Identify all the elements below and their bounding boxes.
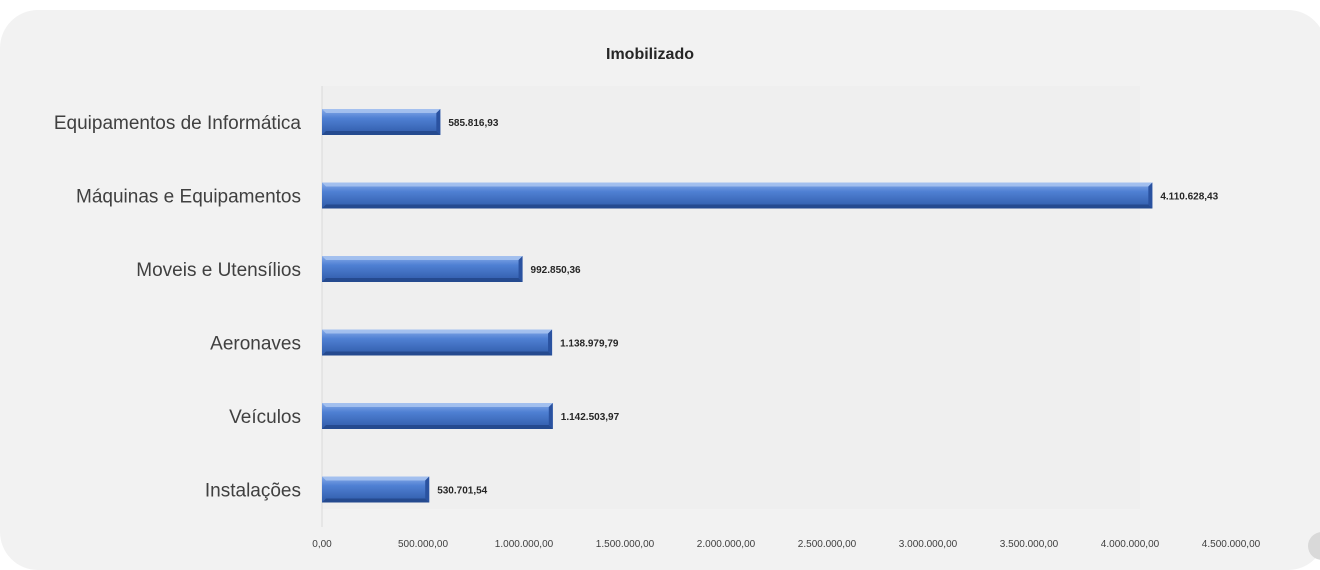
bar-chart: Equipamentos de Informática Máquinas e Eq…: [54, 86, 1261, 550]
category-label: Equipamentos de Informática: [54, 113, 302, 134]
x-tick-label: 500.000,00: [398, 539, 448, 550]
bar-bevel-top: [322, 182, 1153, 187]
bar-6: [322, 476, 430, 503]
bar-bevel-top: [322, 476, 430, 481]
bar-bevel-right: [436, 109, 441, 135]
category-label: Instalações: [205, 481, 301, 502]
value-label: 1.138.979,79: [560, 339, 619, 350]
value-label: 530.701,54: [437, 486, 487, 497]
bar-body: [322, 403, 553, 429]
bar-body: [322, 109, 441, 135]
value-label: 1.142.503,97: [561, 412, 620, 423]
bar-bevel-bottom: [322, 498, 430, 503]
category-label: Veículos: [229, 407, 301, 428]
bar-bevel-top: [322, 329, 553, 334]
x-tick-label: 4.500.000,00: [1202, 539, 1261, 550]
chart-title: Imobilizado: [606, 46, 694, 63]
bar-2: [322, 182, 1153, 209]
bar-bevel-bottom: [322, 131, 441, 135]
category-label: Aeronaves: [210, 334, 301, 355]
bar-3: [322, 256, 523, 282]
bar-5: [322, 403, 553, 429]
bar-bevel-right: [425, 476, 430, 503]
category-label: Moveis e Utensílios: [136, 260, 301, 281]
bar-1: [322, 109, 441, 135]
bar-bevel-bottom: [322, 351, 553, 356]
bar-body: [322, 256, 523, 282]
x-tick-label: 1.000.000,00: [495, 539, 554, 550]
bar-bevel-bottom: [322, 204, 1153, 209]
bar-body: [322, 329, 553, 356]
bar-bevel-top: [322, 256, 523, 260]
plot-area: [322, 86, 1140, 509]
bar-bevel-right: [548, 329, 553, 356]
x-tick-label: 2.500.000,00: [798, 539, 857, 550]
corner-decoration: [1308, 532, 1320, 560]
bar-bevel-top: [322, 109, 441, 113]
bar-bevel-right: [548, 403, 553, 429]
value-label: 992.850,36: [531, 265, 581, 276]
category-label: Máquinas e Equipamentos: [76, 187, 301, 208]
x-tick-label: 1.500.000,00: [596, 539, 655, 550]
bar-body: [322, 182, 1153, 209]
bar-bevel-right: [1148, 182, 1153, 209]
bar-bevel-bottom: [322, 425, 553, 429]
bar-bevel-right: [518, 256, 523, 282]
bar-bevel-bottom: [322, 278, 523, 282]
bar-bevel-top: [322, 403, 553, 407]
x-tick-label: 3.500.000,00: [1000, 539, 1059, 550]
value-label: 585.816,93: [448, 118, 498, 129]
x-tick-label: 4.000.000,00: [1101, 539, 1160, 550]
bar-body: [322, 476, 430, 503]
value-label: 4.110.628,43: [1160, 192, 1218, 203]
x-tick-label: 2.000.000,00: [697, 539, 756, 550]
x-tick-label: 3.000.000,00: [899, 539, 958, 550]
x-tick-label: 0,00: [312, 539, 332, 550]
bar-4: [322, 329, 553, 356]
